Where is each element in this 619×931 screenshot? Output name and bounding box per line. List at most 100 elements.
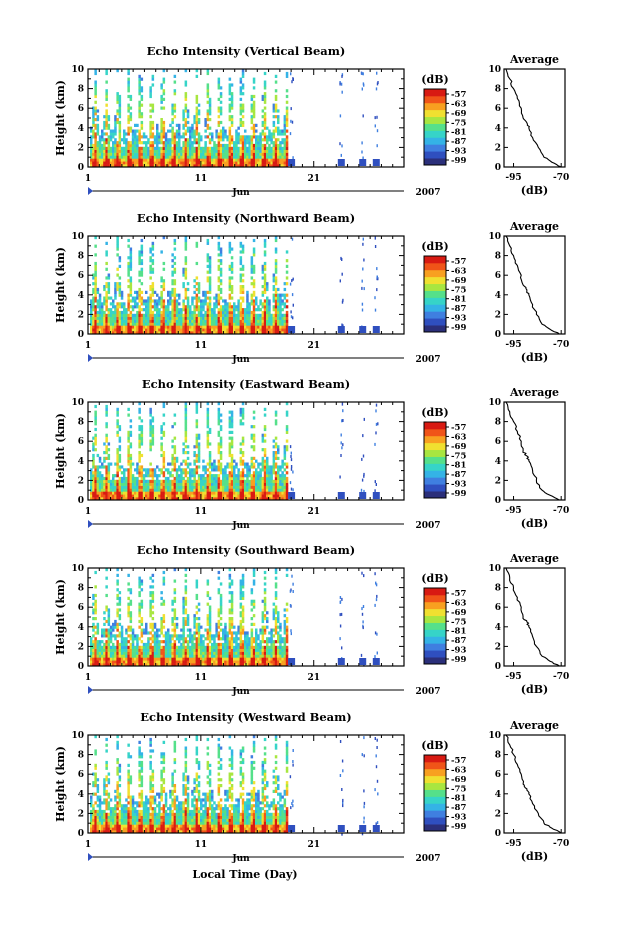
average-x-axis-label: (dB) <box>521 517 548 530</box>
heatmap-cell <box>90 476 93 481</box>
heatmap-cell <box>92 149 95 153</box>
heatmap-cell <box>171 462 174 466</box>
heatmap-cell <box>98 164 102 168</box>
heatmap-cell <box>246 482 249 486</box>
heatmap-cell <box>160 126 163 130</box>
heatmap-cell <box>237 155 240 159</box>
heatmap-cell <box>103 152 106 156</box>
heatmap-cell <box>180 491 183 495</box>
heatmap-cell <box>118 648 122 652</box>
heatmap-cell <box>233 479 236 483</box>
heatmap-cell <box>151 290 155 294</box>
heatmap-cell <box>184 80 188 84</box>
colorbar-tick-label: -81 <box>451 295 466 305</box>
heatmap-cell <box>189 143 192 148</box>
heatmap-cell <box>191 126 194 130</box>
heatmap-cell <box>266 316 269 320</box>
heatmap-cell <box>90 331 93 335</box>
heatmap-cell <box>206 416 210 420</box>
heatmap-cell <box>160 132 163 136</box>
heatmap-cell <box>92 287 95 292</box>
heatmap-cell <box>195 491 199 495</box>
heatmap-cell <box>252 80 256 84</box>
heatmap-cell <box>257 155 260 159</box>
heatmap-cell <box>206 152 210 156</box>
heatmap-cell <box>156 322 159 326</box>
heatmap-cell <box>235 129 238 133</box>
heatmap-cell <box>129 319 133 323</box>
heatmap-cell <box>244 491 247 495</box>
heatmap-cell <box>107 331 111 335</box>
heatmap-cell <box>241 322 245 326</box>
heatmap-cell <box>283 282 287 286</box>
heatmap-cell <box>131 322 135 326</box>
heatmap-cell <box>189 316 192 320</box>
heatmap-cell <box>149 264 152 268</box>
heatmap-cell <box>116 322 119 326</box>
heatmap-cell <box>138 149 141 153</box>
heatmap-cell <box>259 325 262 329</box>
heatmap-cell <box>281 293 284 297</box>
heatmap-cell <box>226 465 229 469</box>
heatmap-cell <box>217 285 221 289</box>
heatmap-cell <box>171 316 174 320</box>
heatmap-cell <box>160 86 163 90</box>
heatmap-cell <box>277 451 280 455</box>
heatmap-cell <box>230 290 234 294</box>
heatmap-cell <box>109 651 113 655</box>
heatmap-cell <box>233 308 236 312</box>
heatmap-cell <box>241 410 245 414</box>
heatmap-cell <box>259 302 262 306</box>
heatmap-cell <box>193 445 196 449</box>
heatmap-cell <box>237 482 240 486</box>
heatmap-cell <box>268 325 271 329</box>
heatmap-cell <box>118 660 122 664</box>
heatmap-cell <box>127 482 130 486</box>
heatmap-cell <box>230 138 234 142</box>
heatmap-cell <box>160 485 163 489</box>
heatmap-cell <box>206 305 210 309</box>
heatmap-cell <box>230 256 234 260</box>
heatmap-cell <box>222 491 225 495</box>
heatmap-cell <box>189 164 192 168</box>
heatmap-cell <box>285 485 289 489</box>
heatmap-cell <box>178 155 181 159</box>
heatmap-cell <box>244 138 247 142</box>
heatmap-cell <box>153 322 157 326</box>
heatmap-cell <box>268 497 271 501</box>
heatmap-cell <box>270 316 273 320</box>
heatmap-cell <box>145 155 148 159</box>
average-y-tick-label: 2 <box>495 143 501 153</box>
heatmap-cell <box>116 582 119 586</box>
sparse-echo <box>341 144 343 148</box>
heatmap-cell <box>127 146 130 150</box>
heatmap-cell <box>127 325 130 329</box>
heatmap-cell <box>266 491 269 495</box>
heatmap-cell <box>191 313 194 317</box>
heatmap-cell <box>120 476 124 481</box>
heatmap-cell <box>193 285 196 289</box>
sparse-echo <box>292 277 294 281</box>
heatmap-cell <box>283 485 287 489</box>
heatmap-cell <box>112 316 115 320</box>
heatmap-cell <box>233 305 236 309</box>
heatmap-cell <box>149 129 152 133</box>
heatmap-cell <box>112 135 115 139</box>
heatmap-cell <box>217 325 221 329</box>
heatmap-cell <box>184 436 188 440</box>
heatmap-cell <box>189 482 192 486</box>
heatmap-cell <box>274 143 278 148</box>
heatmap-cell <box>178 123 181 127</box>
heatmap-cell <box>103 310 106 315</box>
heatmap-cell <box>147 491 150 495</box>
heatmap-cell <box>283 138 287 142</box>
heatmap-cell <box>228 161 232 165</box>
heatmap-cell <box>173 267 177 271</box>
heatmap-cell <box>173 141 177 145</box>
heatmap-cell <box>219 155 223 159</box>
heatmap-cell <box>274 462 278 466</box>
heatmap-cell <box>105 253 108 257</box>
sparse-echo <box>361 457 363 461</box>
heatmap-cell <box>114 146 117 150</box>
heatmap-cell <box>277 302 280 306</box>
